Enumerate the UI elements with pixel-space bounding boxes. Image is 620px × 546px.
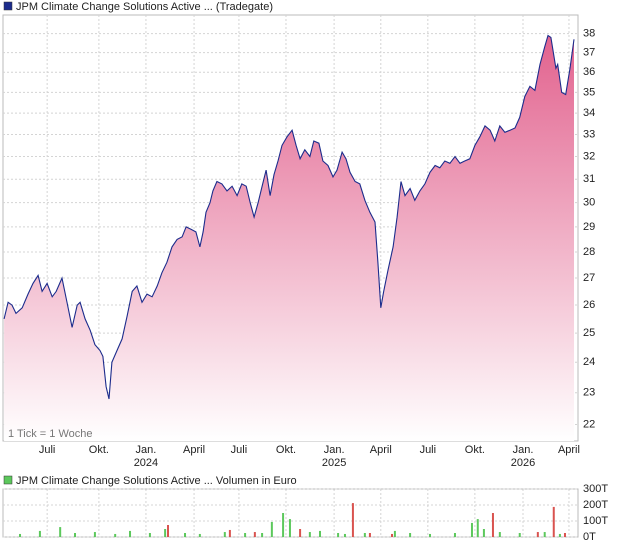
legend-swatch [3, 1, 13, 11]
x-tick-label: Okt. [89, 444, 109, 456]
volume-bar [518, 533, 521, 537]
volume-bar [558, 533, 561, 537]
volume-bar [536, 532, 539, 537]
volume-bar [59, 527, 62, 537]
y-tick-label: 22 [583, 418, 595, 430]
x-tick-label: Jan. [136, 444, 157, 456]
x-tick-label: April [183, 444, 205, 456]
y-tick-label: 34 [583, 107, 595, 119]
y-tick-label: 35 [583, 86, 595, 98]
volume-bar [164, 529, 167, 537]
x-tick-label: Okt. [465, 444, 485, 456]
volume-bar [428, 533, 431, 537]
volume-bar [270, 521, 273, 537]
y-tick-label: 31 [583, 173, 595, 185]
volume-bar [129, 530, 132, 537]
volume-bar [409, 533, 412, 537]
area-fill [4, 35, 575, 441]
volume-bar [470, 522, 473, 537]
volume-bar [552, 506, 555, 537]
y-tick-label: 200T [583, 499, 608, 511]
y-tick-label: 38 [583, 27, 595, 39]
y-tick-label: 0T [583, 531, 596, 543]
volume-bar [114, 533, 117, 537]
volume-bar [167, 525, 170, 537]
volume-bar [184, 533, 187, 537]
volume-bar [476, 519, 479, 537]
legend-swatch [3, 475, 13, 485]
x-tick-label: April [558, 444, 580, 456]
volume-bar [19, 533, 22, 537]
x-year-label: 2026 [511, 457, 535, 469]
y-tick-label: 30 [583, 197, 595, 209]
volume-bar [198, 533, 201, 537]
volume-bar [148, 533, 151, 537]
volume-bar [351, 503, 354, 537]
y-tick-label: 300T [583, 483, 608, 495]
volume-bar [223, 532, 226, 537]
x-tick-label: Jan. [513, 444, 534, 456]
y-tick-label: 36 [583, 66, 595, 78]
volume-bar [74, 533, 77, 537]
x-tick-label: Juli [231, 444, 248, 456]
volume-bar [253, 532, 256, 537]
y-tick-label: 28 [583, 246, 595, 258]
y-tick-label: 26 [583, 299, 595, 311]
y-tick-label: 23 [583, 387, 595, 399]
x-tick-label: Jan. [324, 444, 345, 456]
volume-bar [391, 533, 394, 537]
legend-label: JPM Climate Change Solutions Active ... … [16, 475, 297, 487]
x-year-label: 2025 [322, 457, 346, 469]
y-tick-label: 27 [583, 272, 595, 284]
volume-bar [482, 529, 485, 537]
volume-bar [498, 532, 501, 537]
legend-label: JPM Climate Change Solutions Active ... … [16, 1, 273, 13]
volume-bar [282, 513, 285, 537]
y-tick-label: 24 [583, 356, 595, 368]
volume-bar [543, 532, 546, 537]
volume-bar [308, 532, 311, 537]
volume-bar [337, 533, 340, 537]
volume-bar [368, 533, 371, 537]
x-tick-label: Juli [39, 444, 56, 456]
volume-bar [299, 529, 302, 537]
volume-bar [244, 533, 247, 537]
volume-bar [343, 533, 346, 537]
y-tick-label: 37 [583, 47, 595, 59]
x-year-label: 2024 [134, 457, 158, 469]
y-tick-label: 100T [583, 515, 608, 527]
price-line [3, 34, 575, 400]
y-tick-label: 25 [583, 327, 595, 339]
volume-bar [363, 533, 366, 537]
volume-bar [563, 533, 566, 537]
x-tick-label: April [370, 444, 392, 456]
tick-note: 1 Tick = 1 Woche [8, 428, 92, 440]
volume-bar [228, 529, 231, 537]
y-tick-label: 33 [583, 128, 595, 140]
volume-bar [318, 530, 321, 537]
volume-bar [93, 532, 96, 537]
x-tick-label: Okt. [276, 444, 296, 456]
volume-bar [393, 530, 396, 537]
y-tick-label: 32 [583, 150, 595, 162]
volume-bar [491, 513, 494, 537]
y-tick-label: 29 [583, 221, 595, 233]
x-tick-label: Juli [420, 444, 437, 456]
volume-bar [453, 533, 456, 537]
volume-bar [261, 533, 264, 537]
volume-bar [38, 530, 41, 537]
volume-bar [288, 519, 291, 537]
